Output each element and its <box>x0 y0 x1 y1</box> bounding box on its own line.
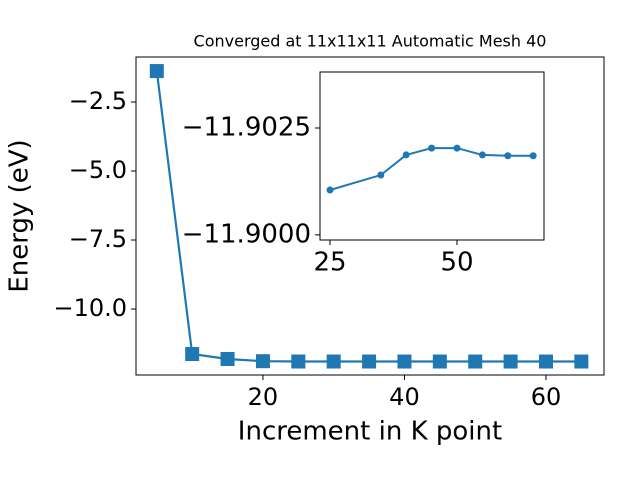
marker <box>504 152 512 160</box>
marker <box>574 354 589 369</box>
marker <box>453 144 461 152</box>
y-tick-label: −7.5 <box>69 225 127 253</box>
y-axis-label: Energy (eV) <box>5 139 35 292</box>
x-tick-label: 25 <box>313 248 346 278</box>
marker <box>326 186 334 194</box>
x-tick-label: 50 <box>440 248 473 278</box>
y-tick-label: −2.5 <box>69 87 127 115</box>
marker <box>149 64 164 79</box>
marker <box>529 152 537 160</box>
series-line <box>329 147 534 191</box>
marker <box>432 354 447 369</box>
marker <box>503 354 518 369</box>
x-tick-label: 60 <box>531 383 562 411</box>
x-axis-label: Increment in K point <box>238 417 502 447</box>
y-tick-label: −11.9000 <box>182 219 311 249</box>
marker <box>291 354 306 369</box>
marker <box>428 144 436 152</box>
marker <box>468 354 483 369</box>
marker <box>478 151 486 159</box>
chart-title: Converged at 11x11x11 Automatic Mesh 40 <box>194 32 547 51</box>
marker <box>326 354 341 369</box>
y-tick-label: −5.0 <box>69 156 127 184</box>
marker <box>220 351 235 366</box>
y-tick-label: −10.0 <box>53 294 127 322</box>
marker <box>185 347 200 362</box>
marker <box>538 354 553 369</box>
x-tick-label: 40 <box>389 383 420 411</box>
x-tick-label: 20 <box>248 383 279 411</box>
marker <box>362 354 377 369</box>
marker <box>255 354 270 369</box>
marker <box>377 171 385 179</box>
marker <box>402 151 410 159</box>
y-tick-label: −11.9025 <box>182 113 311 143</box>
marker <box>397 354 412 369</box>
